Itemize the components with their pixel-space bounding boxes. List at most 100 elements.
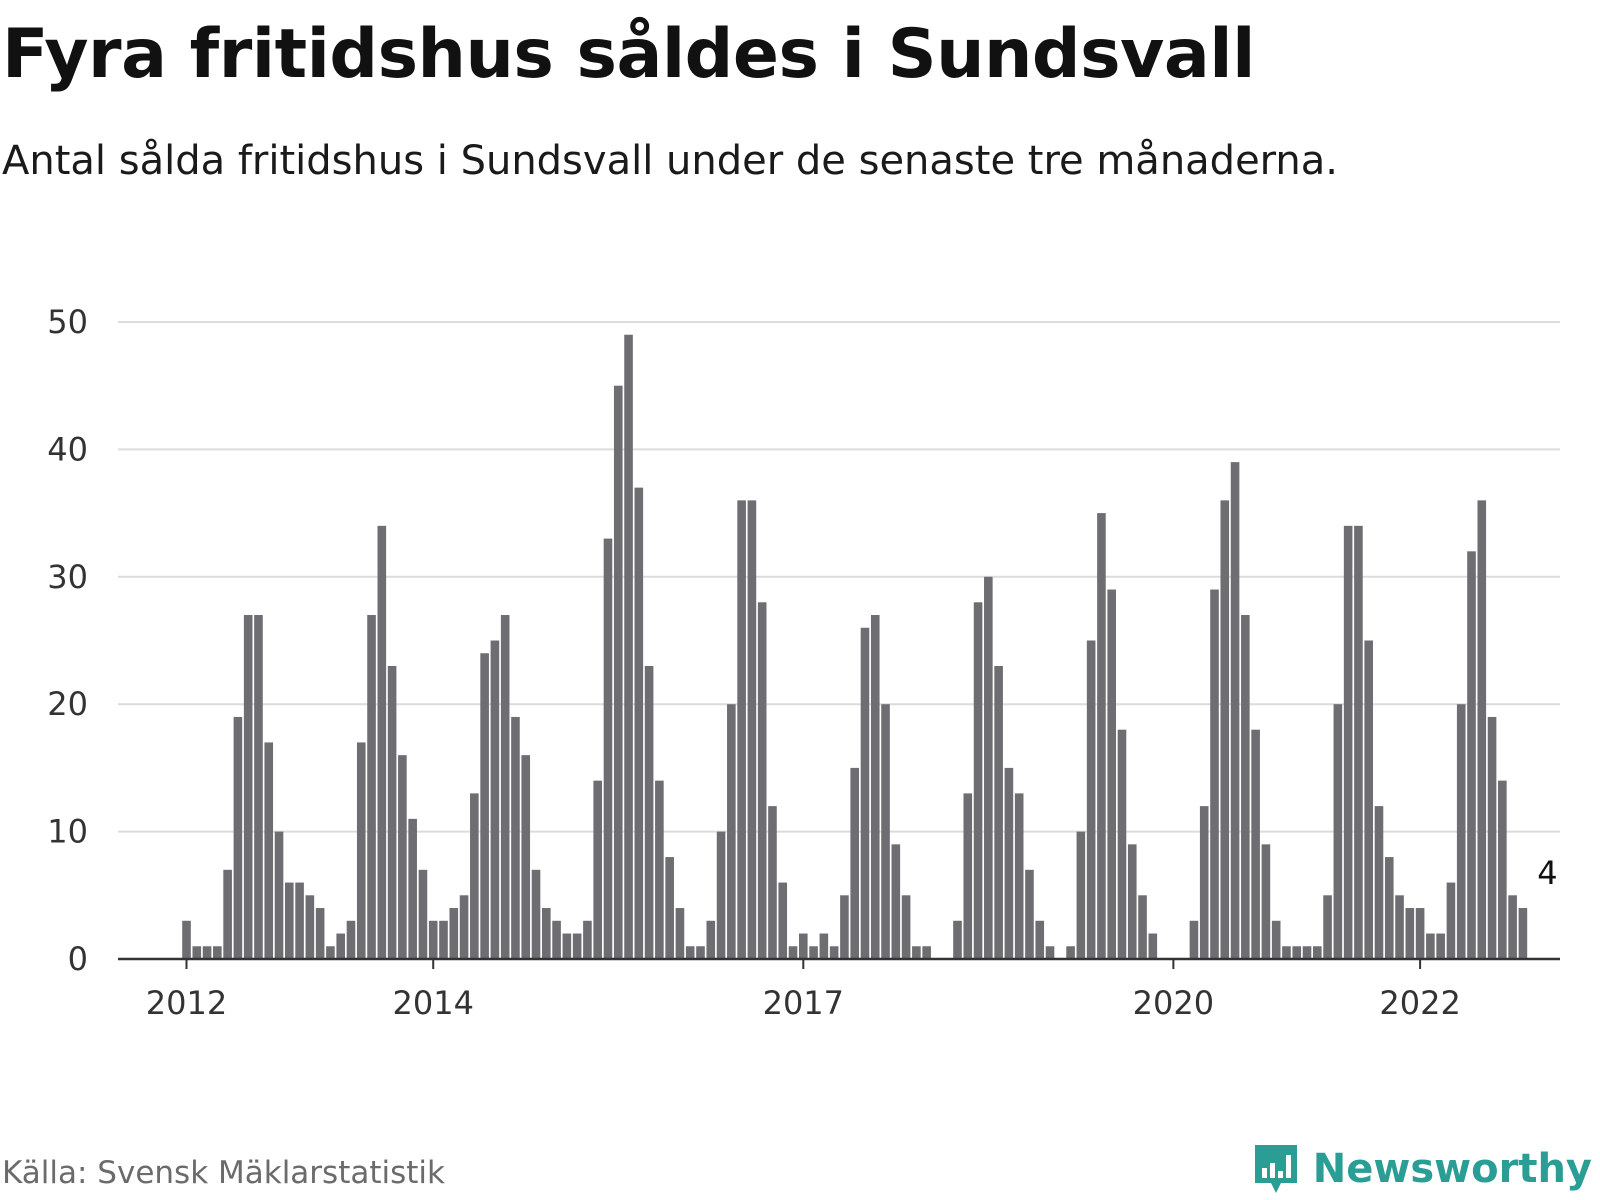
bar (809, 946, 818, 959)
bar (778, 882, 788, 959)
bar (490, 640, 500, 959)
bar (696, 946, 705, 959)
chart-title: Fyra fritidshus såldes i Sundsvall (2, 15, 1255, 94)
x-axis: 2012 2014 2017 2020 2022 (118, 957, 1560, 1022)
y-tick-label: 30 (47, 558, 88, 596)
bar (1107, 589, 1116, 959)
bar (418, 869, 428, 959)
brand-name: Newsworthy (1312, 1146, 1592, 1192)
bar (644, 665, 654, 959)
bar (572, 933, 582, 959)
bar (799, 933, 808, 959)
y-tick-label: 20 (47, 685, 88, 723)
bar (1343, 525, 1353, 959)
y-tick-label: 50 (47, 303, 88, 341)
bar (552, 920, 561, 959)
source-note: Källa: Svensk Mäklarstatistik (2, 1155, 445, 1191)
bar (1364, 640, 1373, 959)
bar (1354, 525, 1363, 959)
x-tick-label: 2020 (1133, 984, 1214, 1022)
data-labels: 4 (1537, 854, 1557, 892)
bar (346, 920, 356, 959)
bar (840, 895, 849, 959)
y-tick-label: 0 (68, 940, 88, 978)
bar (428, 920, 438, 959)
bar (768, 806, 777, 959)
bar (1384, 857, 1394, 959)
bar (1097, 513, 1106, 959)
bar (500, 615, 510, 959)
bar (665, 857, 674, 959)
bar (213, 946, 222, 959)
bar (480, 653, 489, 959)
bar (470, 793, 479, 959)
bar (973, 602, 983, 959)
bar (459, 895, 469, 959)
bar (624, 334, 633, 959)
bar (984, 576, 993, 959)
bar (223, 869, 232, 959)
bar (1035, 920, 1045, 959)
bar (1313, 946, 1322, 959)
bar (922, 946, 931, 959)
bar (912, 946, 921, 959)
bar (583, 920, 592, 959)
bar (336, 933, 345, 959)
bar (1456, 704, 1466, 959)
bar (1241, 615, 1250, 959)
bar (1498, 780, 1507, 959)
bar (1271, 920, 1281, 959)
bar (315, 908, 325, 959)
bar (1518, 908, 1528, 959)
bar (1333, 704, 1343, 959)
newsworthy-logo-icon (1254, 1145, 1297, 1193)
bar (716, 831, 726, 959)
bar (1395, 895, 1404, 959)
bar (788, 946, 798, 959)
bar (1374, 806, 1384, 959)
bar (387, 665, 397, 959)
bar (819, 933, 829, 959)
bar (593, 780, 602, 959)
bar (511, 716, 520, 959)
brand-logo[interactable]: Newsworthy (1251, 1141, 1592, 1197)
bar (562, 933, 572, 959)
bar (274, 831, 284, 959)
bar (254, 615, 263, 959)
bar (1148, 933, 1158, 959)
bar (901, 895, 911, 959)
bar (1487, 716, 1497, 959)
bar (1508, 895, 1517, 959)
bar (737, 500, 746, 959)
bar (1210, 589, 1219, 959)
bar (1045, 946, 1055, 959)
x-tick-label: 2014 (393, 984, 474, 1022)
bar (1220, 500, 1230, 959)
bar (706, 920, 716, 959)
bar (1251, 729, 1260, 959)
chart-subtitle: Antal sålda fritidshus i Sundsvall under… (2, 138, 1338, 184)
bar (285, 882, 294, 959)
bar (757, 602, 767, 959)
bar (449, 908, 459, 959)
bar (850, 767, 859, 959)
bar (305, 895, 315, 959)
bar (953, 920, 962, 959)
bar (439, 920, 448, 959)
bar (994, 665, 1003, 959)
bar (634, 487, 644, 959)
bar (356, 742, 366, 959)
bar (963, 793, 973, 959)
x-tick-label: 2012 (146, 984, 227, 1022)
bar (1426, 933, 1435, 959)
bar (860, 627, 870, 959)
bar (1127, 844, 1137, 959)
bar (1189, 920, 1199, 959)
bar (295, 882, 304, 959)
bar (1261, 844, 1271, 959)
x-tick-label: 2017 (763, 984, 844, 1022)
bar (1323, 895, 1332, 959)
bar (829, 946, 839, 959)
bar (1405, 908, 1415, 959)
bar (1302, 946, 1312, 959)
